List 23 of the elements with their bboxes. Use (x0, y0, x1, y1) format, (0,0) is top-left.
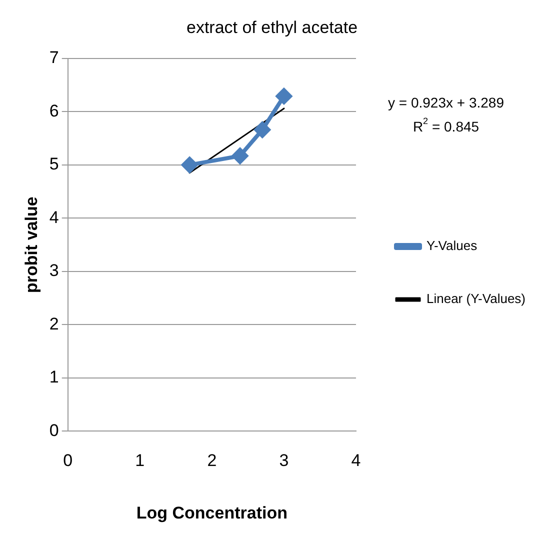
chart-title: extract of ethyl acetate (186, 18, 358, 37)
x-tick-label: 0 (63, 451, 73, 470)
point (232, 148, 248, 164)
x-tick-label: 2 (207, 451, 217, 470)
y-tick-label: 2 (49, 314, 59, 334)
y-tick-label: 1 (49, 368, 59, 387)
point (254, 122, 270, 138)
y-tick-label: 0 (49, 420, 59, 440)
y-tick-label: 6 (49, 101, 59, 120)
y-axis-title: probit value (22, 196, 41, 293)
y-tick-label: 3 (49, 261, 59, 280)
text: y = 0.923x + 3.289 (388, 94, 504, 110)
point (182, 156, 198, 173)
legend-label: Linear (Y-Values) (426, 291, 526, 306)
x-tick-label: 3 (279, 451, 289, 470)
x-tick-label: 1 (135, 451, 145, 470)
x-axis-title: Log Concentration (136, 503, 288, 522)
y-tick-label: 5 (49, 154, 59, 174)
y-tick-label: 7 (49, 48, 59, 68)
point (276, 88, 292, 104)
x-tick-label: 4 (351, 451, 361, 470)
y-tick-label: 4 (49, 208, 59, 227)
legend-label: Y-Values (426, 238, 478, 254)
